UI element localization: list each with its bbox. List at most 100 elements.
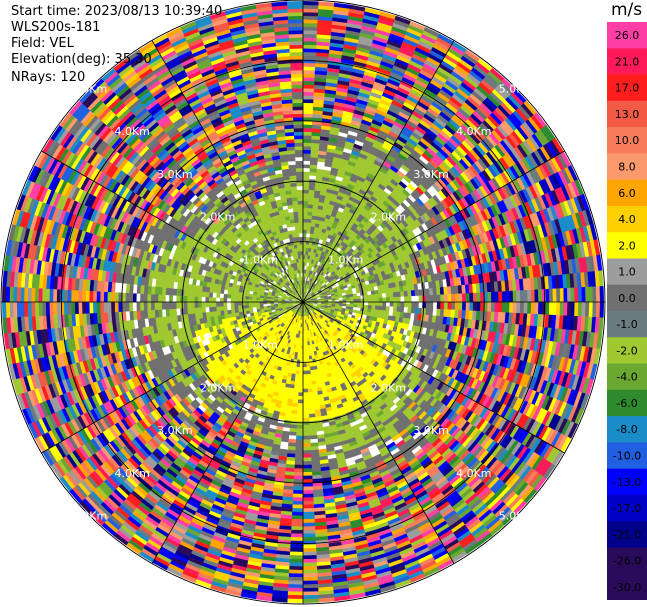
range-gate [498,291,503,303]
range-gate [378,301,383,307]
range-gate [465,293,470,303]
range-gate [574,287,579,303]
range-gate [364,294,369,300]
range-gate [302,555,317,560]
range-gate [302,388,308,393]
range-gate [548,301,554,316]
range-gate [458,301,463,311]
range-gate [385,306,391,312]
range-gate [300,348,304,353]
range-gate [302,29,318,35]
range-gate [302,594,319,600]
range-gate [302,468,313,473]
range-gate [302,222,308,227]
range-gate [357,301,362,306]
range-gate [516,290,521,303]
range-gate [393,296,398,303]
range-gate [302,207,309,212]
range-gate [389,297,394,303]
range-gate [302,573,318,578]
range-gate [512,301,518,314]
range-gate [302,247,307,252]
range-gate [581,301,586,318]
range-gate [306,218,312,223]
range-gate [302,363,307,368]
range-gate [505,301,510,314]
range-gate [302,529,316,535]
range-gate [585,286,590,303]
range-gate [302,569,318,575]
range-gate [458,293,463,303]
range-gate [530,301,536,315]
range-gate [307,207,314,213]
range-gate [302,236,307,241]
range-gate [556,288,561,303]
range-gate [349,299,354,303]
range-gate [302,511,315,517]
range-gate [302,127,313,133]
range-gate [353,298,358,303]
range-gate [476,292,481,303]
range-gate [599,286,605,303]
range-gate [302,450,312,455]
range-gate [556,301,561,316]
range-gate [302,33,318,39]
range-gate [595,286,601,303]
range-gate [367,298,373,303]
range-gate [527,301,532,315]
range-gate [469,292,474,303]
range-gate [302,164,311,169]
range-gate [436,301,441,310]
range-gate [422,301,427,309]
range-gate [382,301,387,307]
range-gate [443,301,449,310]
range-gate [407,296,412,303]
range-gate [400,291,405,298]
range-gate [307,399,314,404]
range-gate [400,301,405,308]
range-gate [302,526,316,531]
range-gate [302,182,310,187]
range-gate [302,240,307,245]
range-gate [389,292,394,298]
range-gate [498,301,503,313]
range-gate [400,306,405,313]
range-gate [360,295,365,300]
range-gate [360,301,365,306]
range-gate [302,26,318,31]
range-gate [302,536,316,542]
range-gate [552,301,557,316]
range-gate [302,84,315,89]
range-gate [302,178,310,183]
range-gate [306,377,312,382]
range-gate [302,352,307,357]
range-gate [302,87,315,93]
range-gate [302,518,315,524]
range-gate [375,301,380,307]
range-gate [433,294,438,303]
range-gate [559,288,565,303]
range-gate [306,381,312,386]
range-gate [476,301,481,312]
range-gate [302,428,311,433]
range-gate [461,293,467,303]
range-gate [570,287,576,303]
range-gate [302,446,312,451]
range-gate [487,301,492,313]
range-gate [541,301,547,315]
range-gate [523,289,528,303]
range-gate [299,352,304,357]
range-gate [302,442,311,448]
range-gate [570,301,576,317]
range-gate [302,22,318,28]
range-gate [302,413,310,419]
range-gate [302,551,317,556]
range-gate [374,305,380,311]
range-gate [302,558,317,564]
range-gate [302,160,311,165]
range-gate [447,293,452,303]
range-gate [302,174,310,180]
range-gate [414,301,420,309]
range-gate [302,58,316,64]
range-gate [302,135,312,140]
